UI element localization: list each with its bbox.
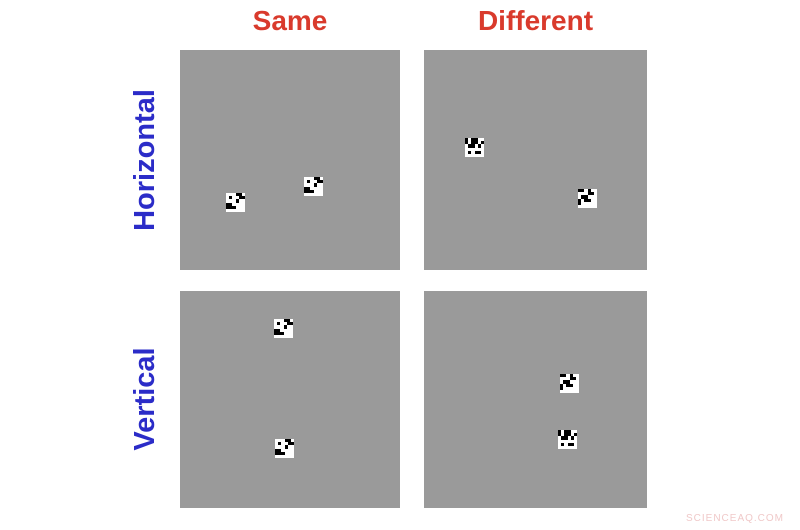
noise-patch (560, 374, 579, 393)
noise-patch (274, 319, 293, 338)
panel-horizontal-different (424, 50, 647, 270)
noise-patch (304, 177, 323, 196)
noise-patch (558, 430, 577, 449)
row-label-horizontal: Horizontal (129, 89, 161, 231)
panel-vertical-different (424, 291, 647, 508)
column-header-different: Different (477, 5, 594, 36)
watermark: SCIENCEAQ.COM (685, 513, 784, 524)
panel-horizontal-same (180, 50, 400, 270)
row-label-vertical: Vertical (129, 347, 161, 451)
noise-patch (465, 138, 484, 157)
noise-patch (226, 193, 245, 212)
noise-patch (578, 189, 597, 208)
column-header-same: Same (252, 5, 328, 36)
panel-vertical-same (180, 291, 400, 508)
noise-patch (275, 439, 294, 458)
